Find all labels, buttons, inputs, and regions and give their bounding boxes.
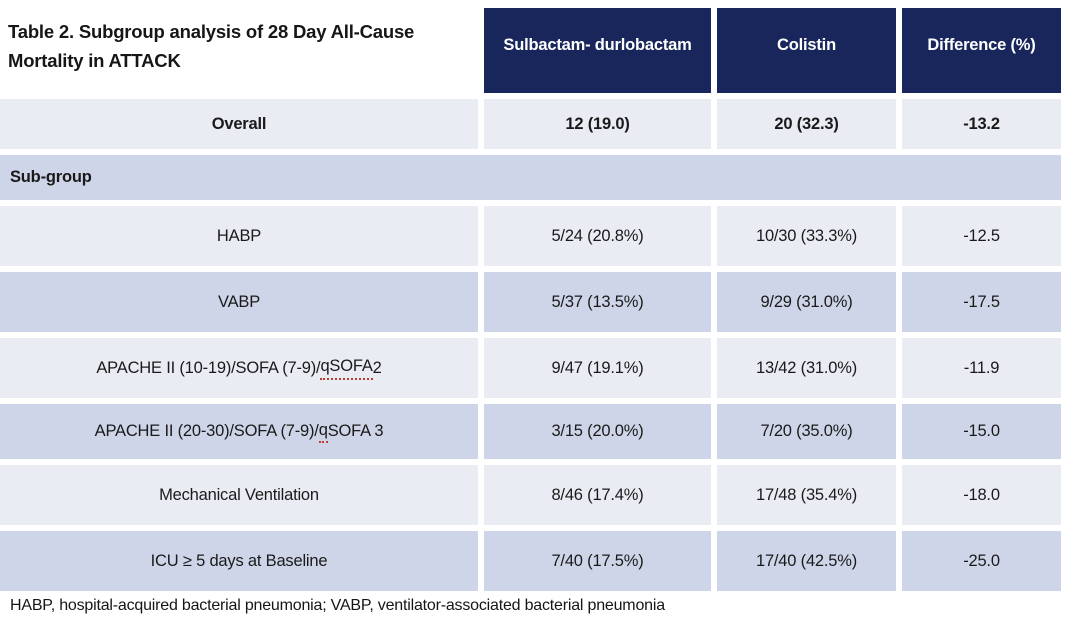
cell-apache3-colistin: 7/20 (35.0%) <box>717 404 896 459</box>
row-label-apache-qsofa2: APACHE II (10-19)/SOFA (7-9)/qSOFA 2 <box>0 338 478 398</box>
cell-icu-colistin: 17/40 (42.5%) <box>717 531 896 591</box>
label-text: APACHE II (10-19)/SOFA (7-9)/ <box>96 358 321 377</box>
row-label-overall: Overall <box>0 99 478 149</box>
column-header-difference: Difference (%) <box>902 8 1061 93</box>
cell-vabp-difference: -17.5 <box>902 272 1061 332</box>
cell-apache2-difference: -11.9 <box>902 338 1061 398</box>
cell-icu-sulbactam: 7/40 (17.5%) <box>484 531 711 591</box>
cell-icu-difference: -25.0 <box>902 531 1061 591</box>
cell-overall-colistin: 20 (32.3) <box>717 99 896 149</box>
mortality-table: Table 2. Subgroup analysis of 28 Day All… <box>0 8 1061 591</box>
cell-apache2-sulbactam: 9/47 (19.1%) <box>484 338 711 398</box>
label-text: APACHE II (20-30)/SOFA (7-9)/ <box>94 422 319 441</box>
cell-vabp-sulbactam: 5/37 (13.5%) <box>484 272 711 332</box>
cell-apache3-sulbactam: 3/15 (20.0%) <box>484 404 711 459</box>
row-label-mechanical-ventilation: Mechanical Ventilation <box>0 465 478 525</box>
cell-vabp-colistin: 9/29 (31.0%) <box>717 272 896 332</box>
abbreviations-footnote: HABP, hospital-acquired bacterial pneumo… <box>10 597 665 614</box>
cell-apache2-colistin: 13/42 (31.0%) <box>717 338 896 398</box>
cell-overall-difference: -13.2 <box>902 99 1061 149</box>
subgroup-section-header: Sub-group <box>0 155 1061 200</box>
cell-habp-sulbactam: 5/24 (20.8%) <box>484 206 711 266</box>
cell-mv-colistin: 17/48 (35.4%) <box>717 465 896 525</box>
row-label-apache-qsofa3: APACHE II (20-30)/SOFA (7-9)/q SOFA 3 <box>0 404 478 459</box>
cell-mv-sulbactam: 8/46 (17.4%) <box>484 465 711 525</box>
row-label-icu-baseline: ICU ≥ 5 days at Baseline <box>0 531 478 591</box>
cell-overall-sulbactam: 12 (19.0) <box>484 99 711 149</box>
spellcheck-flagged-text: qSOFA <box>320 356 373 380</box>
column-header-sulbactam-durlobactam: Sulbactam- durlobactam <box>484 8 711 93</box>
cell-habp-colistin: 10/30 (33.3%) <box>717 206 896 266</box>
spellcheck-flagged-text: q <box>318 420 328 444</box>
cell-mv-difference: -18.0 <box>902 465 1061 525</box>
table-title: Table 2. Subgroup analysis of 28 Day All… <box>0 8 478 93</box>
cell-apache3-difference: -15.0 <box>902 404 1061 459</box>
row-label-vabp: VABP <box>0 272 478 332</box>
row-label-habp: HABP <box>0 206 478 266</box>
label-text: 2 <box>372 358 382 377</box>
column-header-colistin: Colistin <box>717 8 896 93</box>
cell-habp-difference: -12.5 <box>902 206 1061 266</box>
label-text: SOFA 3 <box>327 422 384 441</box>
